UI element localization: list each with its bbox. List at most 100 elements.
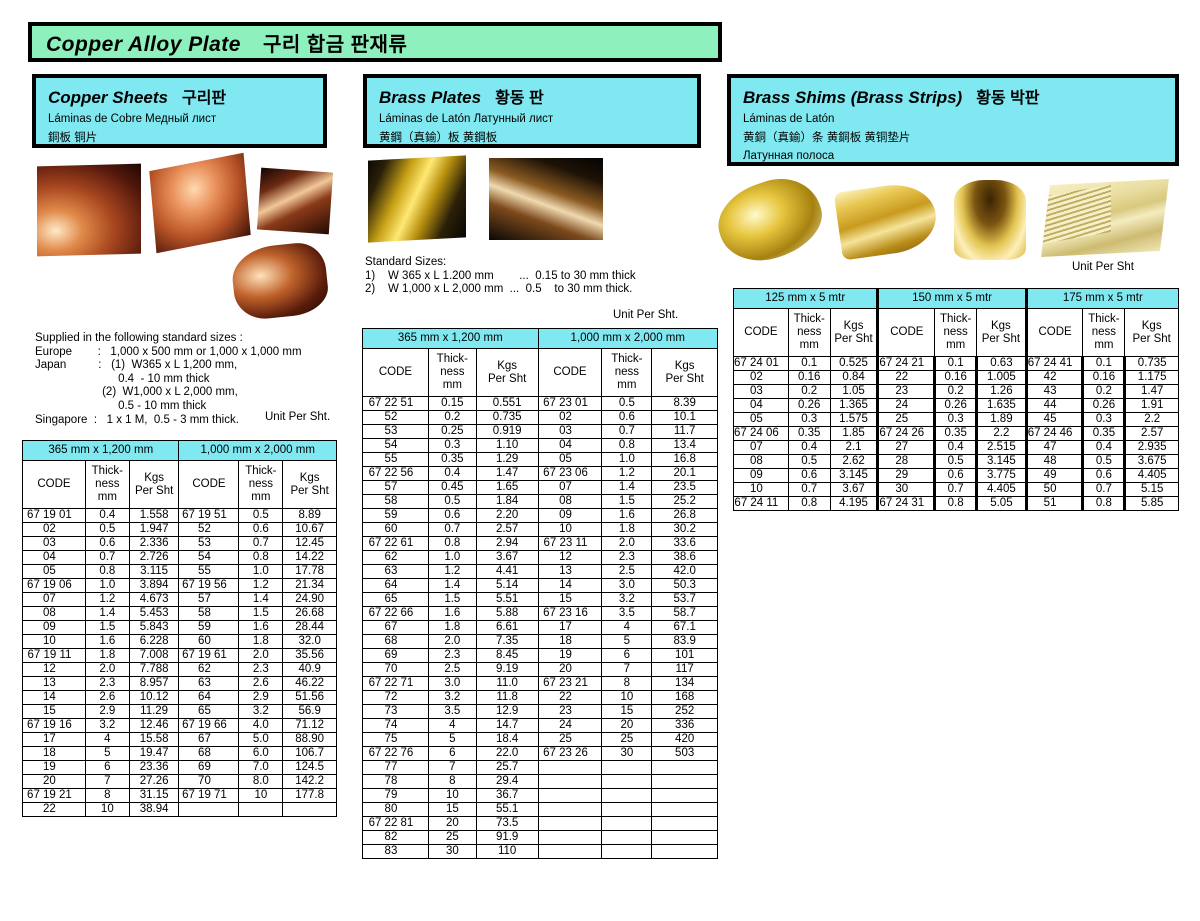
cell-kgs: 5.453 <box>128 606 180 621</box>
cell-code: 67 22 71 <box>362 676 429 691</box>
cell-code: 67 24 06 <box>733 426 789 441</box>
cell-code: 25 <box>537 732 603 747</box>
cell-thickness: 0.7 <box>601 424 653 439</box>
cell-code: 17 <box>537 620 603 635</box>
cell-code: 14 <box>537 578 603 593</box>
cell-kgs: 0.551 <box>475 396 539 411</box>
cell-code: 67 24 21 <box>876 356 936 371</box>
cell-kgs: 14.7 <box>475 718 539 733</box>
cell-thickness: 1.4 <box>427 578 477 593</box>
cell-code: 52 <box>362 410 429 425</box>
cell-kgs: 110 <box>475 844 539 859</box>
cell-kgs: 5.88 <box>475 606 539 621</box>
cell-thickness: 2.6 <box>84 690 130 705</box>
brass-standard-sizes-title: Standard Sizes: <box>365 256 447 268</box>
cell-kgs: 2.57 <box>1123 426 1179 441</box>
cell-code: 18 <box>22 746 86 761</box>
cell-thickness: 0.4 <box>427 466 477 481</box>
th-r2: ness <box>614 366 639 378</box>
cell-thickness: 1.6 <box>427 606 477 621</box>
cell-empty <box>601 830 653 845</box>
cell-code: 02 <box>733 370 789 385</box>
table-row: 69 2.3 8.45 19 6 101 <box>362 648 718 663</box>
cell-code: 09 <box>537 508 603 523</box>
cell-thickness: 25 <box>427 830 477 845</box>
copper-unit-label: Unit Per Sht. <box>265 411 331 423</box>
table-row: 82 25 91.9 <box>362 830 718 845</box>
cell-kgs: 9.19 <box>475 662 539 677</box>
cell-empty <box>537 830 603 845</box>
cell-thickness: 6 <box>84 760 130 775</box>
cell-thickness: 20 <box>601 718 653 733</box>
cell-thickness: 0.3 <box>787 412 831 427</box>
cell-code: 29 <box>876 468 936 483</box>
cell-code: 67 19 56 <box>178 578 240 593</box>
cell-kgs: 6.228 <box>128 634 180 649</box>
cell-code: 20 <box>537 662 603 677</box>
col-code-c: CODE <box>1024 308 1084 357</box>
cell-kgs: 30.2 <box>651 522 718 537</box>
cell-thickness: 5.0 <box>238 732 284 747</box>
cell-code: 10 <box>733 482 789 497</box>
col-thickness-right: Thick-ness mm <box>238 460 284 509</box>
copper-angled-piece-photo <box>256 167 334 235</box>
col-thickness-c: Thick-ness mm <box>1082 308 1126 357</box>
cell-thickness: 0.2 <box>933 384 978 399</box>
cell-thickness: 5 <box>427 732 477 747</box>
cell-thickness: 0.1 <box>1081 356 1126 371</box>
cell-thickness: 0.4 <box>933 440 978 455</box>
table-row: 58 0.5 1.84 08 1.5 25.2 <box>362 494 718 509</box>
cell-kgs: 1.65 <box>475 480 539 495</box>
cell-kgs: 24.90 <box>282 592 337 607</box>
cell-thickness: 0.4 <box>1081 440 1126 455</box>
cell-kgs: 21.34 <box>282 578 337 593</box>
copper-size-left: 365 mm x 1,200 mm <box>21 440 180 461</box>
kg-l1: Kgs <box>497 359 518 372</box>
cell-code: 12 <box>537 550 603 565</box>
cell-code: 67 19 71 <box>178 788 240 803</box>
th-r1: Thick- <box>245 465 277 477</box>
table-row: 67 1.8 6.61 17 4 67.1 <box>362 620 718 635</box>
copper-sheets-body: 67 19 01 0.4 1.558 67 19 51 0.5 8.89 02 0.5 1.94… <box>22 508 337 817</box>
kg-l2: Per Sht <box>487 372 527 385</box>
table-row: 53 0.25 0.919 03 0.7 11.7 <box>362 424 718 439</box>
cell-code: 53 <box>178 536 240 551</box>
cell-kgs: 42.0 <box>651 564 718 579</box>
cell-kgs: 67.1 <box>651 620 718 635</box>
cell-code: 68 <box>178 746 240 761</box>
cell-empty <box>651 760 718 775</box>
brass-plates-subtitle-cjk: 黄鋼（真鍮）板 黄鋼板 <box>379 131 498 144</box>
cell-kgs: 12.9 <box>475 704 539 719</box>
cell-thickness: 0.8 <box>1081 496 1126 511</box>
cell-kgs: 23.5 <box>651 480 718 495</box>
cell-kgs: 13.4 <box>651 438 718 453</box>
cell-code: 53 <box>362 424 429 439</box>
brass-plates-table: 365 mm x 1,200 mm 1,000 mm x 2,000 mm CO… <box>362 328 718 859</box>
cell-thickness: 1.5 <box>238 606 284 621</box>
cell-empty <box>651 830 718 845</box>
cell-code: 63 <box>178 676 240 691</box>
table-row: 09 0.6 3.145 29 0.6 3.775 49 0.6 4.405 <box>733 468 1179 483</box>
brass-shims-subtitle-es: Láminas de Latón <box>743 113 835 125</box>
cell-thickness: 1.8 <box>601 522 653 537</box>
cell-thickness: 0.7 <box>1081 482 1126 497</box>
cell-thickness: 0.16 <box>1081 370 1126 385</box>
cell-thickness: 0.26 <box>933 398 978 413</box>
cell-code: 67 22 56 <box>362 466 429 481</box>
cell-thickness: 1.5 <box>84 620 130 635</box>
cell-kgs: 134 <box>651 676 718 691</box>
cell-thickness: 20 <box>427 816 477 831</box>
brass-shims-subtitle-cjk: 黄銅（真鍮）条 黄銅板 黄铜垫片 <box>743 131 911 144</box>
cell-code: 67 19 06 <box>22 578 86 593</box>
cell-thickness: 0.5 <box>238 508 284 523</box>
cell-kgs: 15.58 <box>128 732 180 747</box>
table-row: 08 0.5 2.62 28 0.5 3.145 48 0.5 3.675 <box>733 454 1179 469</box>
kg-a2: Per Sht <box>834 332 873 345</box>
th-c3: mm <box>1094 339 1114 351</box>
cell-thickness: 3.0 <box>601 578 653 593</box>
cell-code: 22 <box>876 370 936 385</box>
cell-empty <box>601 788 653 803</box>
cell-thickness: 8 <box>84 788 130 803</box>
cell-code: 07 <box>22 592 86 607</box>
cell-code: 67 24 01 <box>733 356 789 371</box>
